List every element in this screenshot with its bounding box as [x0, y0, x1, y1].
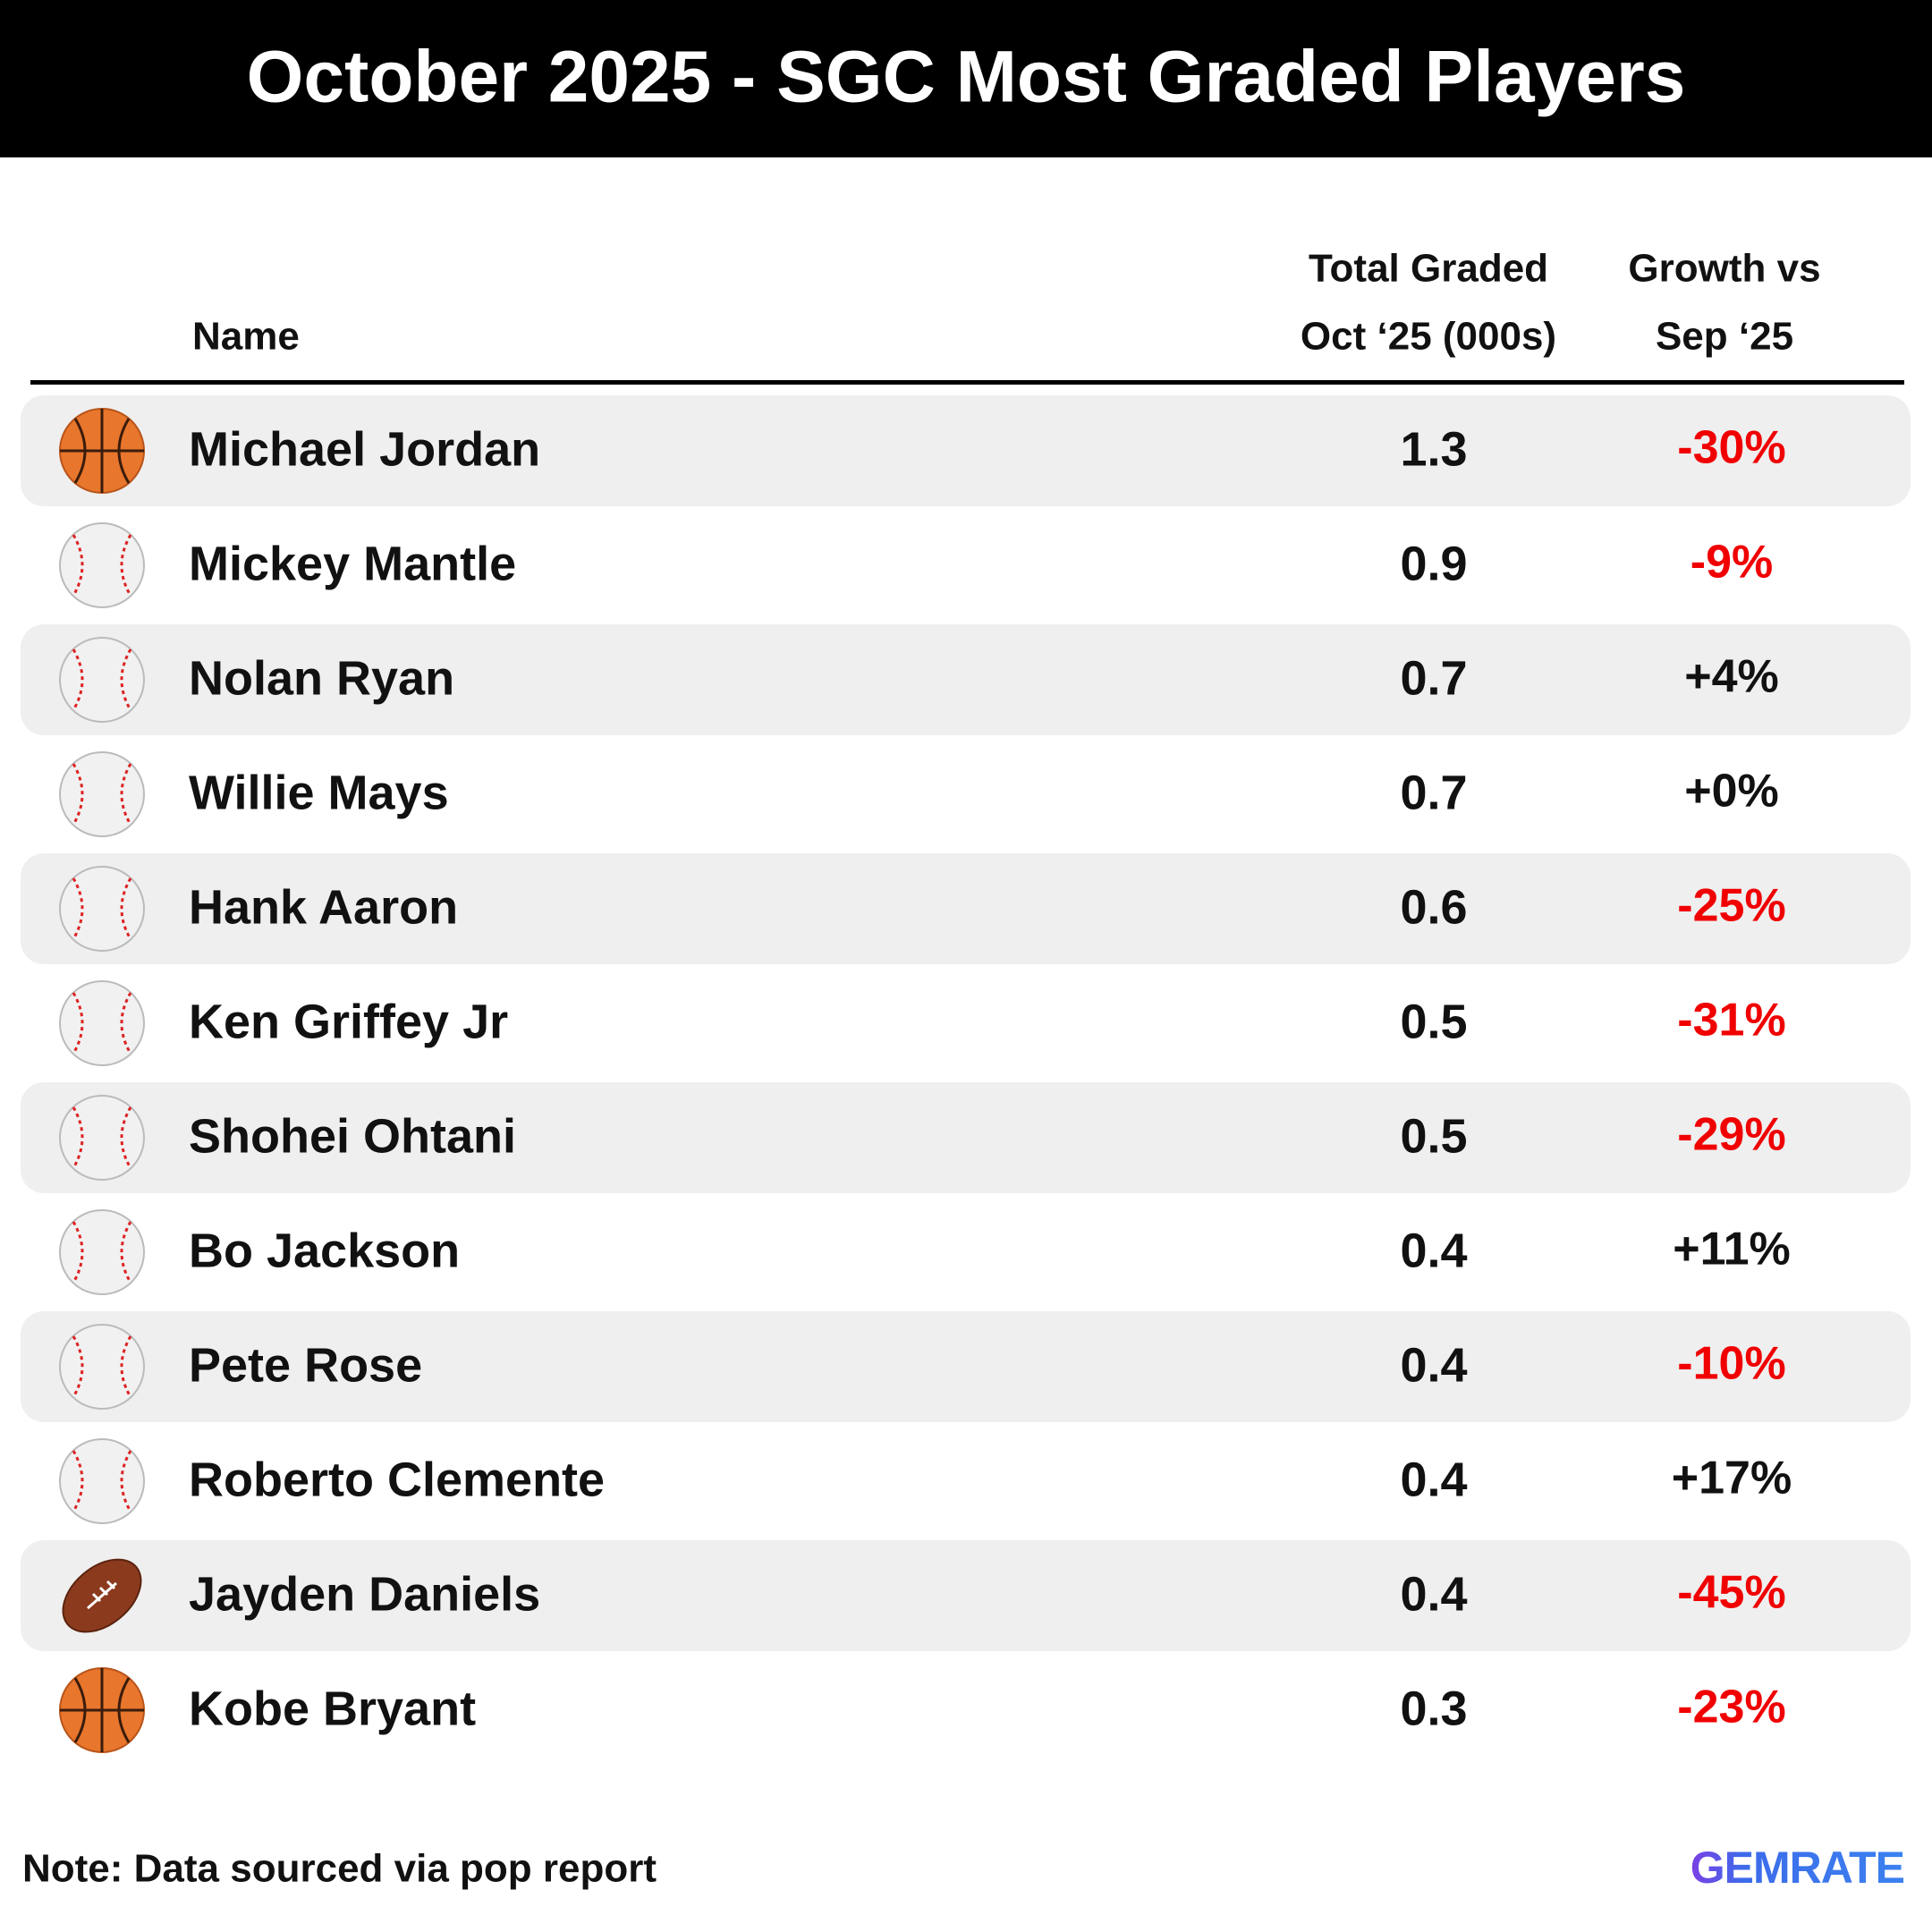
player-name: Pete Rose: [189, 1338, 422, 1392]
stitch: [72, 1450, 132, 1513]
growth: -23%: [1677, 1682, 1785, 1733]
row-band: [21, 1540, 1911, 1651]
ball: [59, 637, 145, 723]
seam: [60, 409, 144, 493]
growth: -10%: [1677, 1338, 1785, 1390]
player-name: Jayden Daniels: [189, 1567, 540, 1621]
row-band: [21, 395, 1911, 506]
stitch: [72, 648, 132, 711]
growth: -29%: [1677, 1109, 1785, 1161]
player-name: Kobe Bryant: [189, 1682, 476, 1735]
growth: +17%: [1672, 1453, 1792, 1504]
total-graded: 0.5: [1400, 995, 1467, 1048]
sport-icon: [59, 866, 145, 952]
total-graded: 0.6: [1400, 880, 1467, 934]
total-graded: 0.5: [1400, 1109, 1467, 1163]
growth: -31%: [1677, 995, 1785, 1046]
sport-icon: [59, 408, 145, 494]
total-graded: 0.7: [1400, 766, 1467, 819]
sport-icon: [59, 637, 145, 723]
player-name: Roberto Clemente: [189, 1453, 605, 1506]
footnote: Note: Data sourced via pop report: [22, 1847, 657, 1891]
ball: [59, 980, 145, 1066]
ball: [59, 751, 145, 837]
stitch: [72, 992, 132, 1055]
total-graded: 0.4: [1400, 1338, 1467, 1392]
total-graded: 0.3: [1400, 1682, 1467, 1735]
table-body: Michael Jordan 1.3 -30% Mickey Mantle 0.9 -9%…: [21, 395, 1911, 1753]
sport-icon: [59, 1667, 145, 1753]
growth: -9%: [1690, 537, 1773, 589]
player-name: Willie Mays: [189, 766, 449, 819]
lace: [87, 1580, 117, 1610]
total-graded: 0.4: [1400, 1224, 1467, 1277]
player-name: Shohei Ohtani: [189, 1109, 516, 1163]
player-name: Nolan Ryan: [189, 651, 454, 705]
header-bar: [0, 0, 1932, 157]
growth: -25%: [1677, 880, 1785, 932]
seam: [60, 1668, 144, 1752]
total-graded: 0.4: [1400, 1453, 1467, 1506]
sport-icon: [59, 1324, 145, 1410]
ball: [59, 1438, 145, 1524]
logo: GEMRATE: [1690, 1843, 1904, 1893]
player-name: Bo Jackson: [189, 1224, 460, 1277]
sport-icon: [62, 1558, 142, 1633]
growth: -30%: [1677, 422, 1785, 474]
row-band: [21, 1082, 1911, 1193]
sport-icon: [59, 751, 145, 837]
growth: +11%: [1673, 1224, 1791, 1275]
total-graded: 1.3: [1400, 422, 1467, 476]
stitch: [72, 763, 132, 826]
growth: +0%: [1684, 766, 1779, 818]
growth: -45%: [1677, 1567, 1785, 1619]
growth: +4%: [1684, 651, 1779, 703]
ball: [59, 1209, 145, 1295]
column-header: Oct ‘25 (000s): [1301, 315, 1556, 359]
sport-icon: [59, 1438, 145, 1524]
total-graded: 0.4: [1400, 1567, 1467, 1621]
row-band: [21, 624, 1911, 735]
ball: [59, 522, 145, 608]
total-graded: 0.7: [1400, 651, 1467, 705]
title: October 2025 - SGC Most Graded Players: [247, 37, 1686, 118]
column-header: Sep ‘25: [1656, 315, 1793, 359]
sport-icon: [59, 1209, 145, 1295]
stitch: [72, 877, 132, 940]
row-band: [21, 1311, 1911, 1422]
stitch: [72, 1335, 132, 1398]
sport-icon: [59, 980, 145, 1066]
total-graded: 0.9: [1400, 537, 1467, 590]
column-header: Growth vs: [1628, 247, 1820, 291]
ball: [59, 1095, 145, 1181]
stitch: [72, 1221, 132, 1284]
header-rule: [30, 380, 1904, 385]
row-band: [21, 853, 1911, 964]
ball: [59, 1324, 145, 1410]
player-name: Mickey Mantle: [189, 537, 516, 590]
sport-icon: [59, 1095, 145, 1181]
ball: [59, 866, 145, 952]
sport-icon: [59, 522, 145, 608]
player-name: Michael Jordan: [189, 422, 540, 476]
player-name: Ken Griffey Jr: [189, 995, 508, 1048]
player-name: Hank Aaron: [189, 880, 458, 934]
column-header: Name: [192, 315, 300, 359]
stitch: [72, 1106, 132, 1169]
stitch: [72, 534, 132, 597]
column-header: Total Graded: [1309, 247, 1548, 291]
